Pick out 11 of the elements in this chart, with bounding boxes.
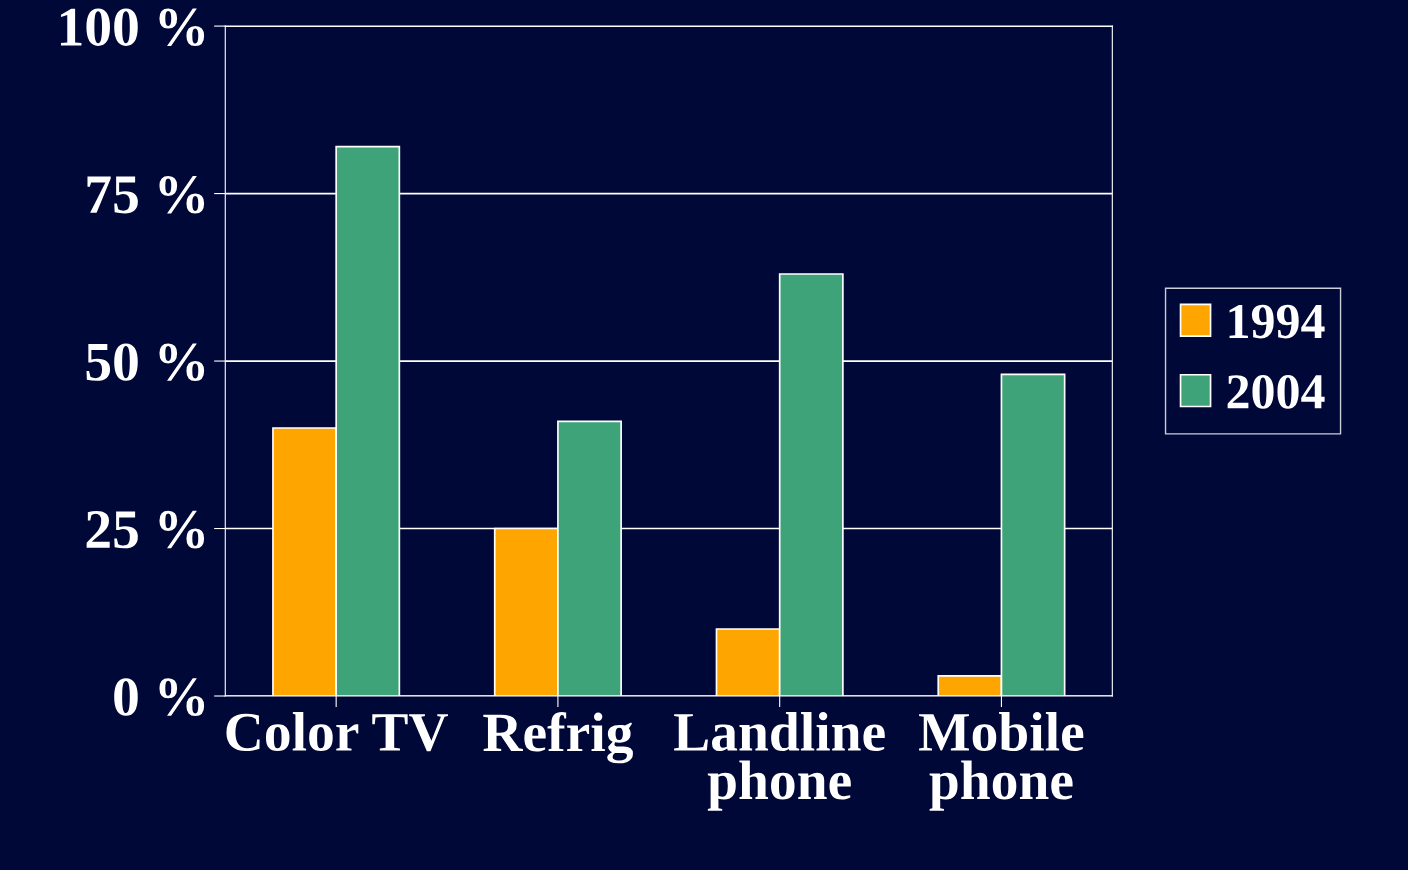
legend-label: 2004 bbox=[1227, 375, 1325, 409]
y-tick-label: 25 % bbox=[86, 510, 205, 549]
y-tick-label: 0 % bbox=[114, 678, 205, 716]
y-tick-label: 100 % bbox=[60, 8, 205, 47]
legend-label: 1994 bbox=[1229, 304, 1325, 339]
x-tick-label: Color TV bbox=[226, 711, 448, 752]
y-tick-label: 50 % bbox=[86, 343, 205, 382]
x-tick-label: Mobile phone bbox=[919, 711, 1084, 811]
x-tick-label: Refrig bbox=[483, 711, 633, 764]
x-tick-label: Landline phone bbox=[674, 711, 885, 811]
y-tick-label: 75 % bbox=[87, 175, 205, 214]
